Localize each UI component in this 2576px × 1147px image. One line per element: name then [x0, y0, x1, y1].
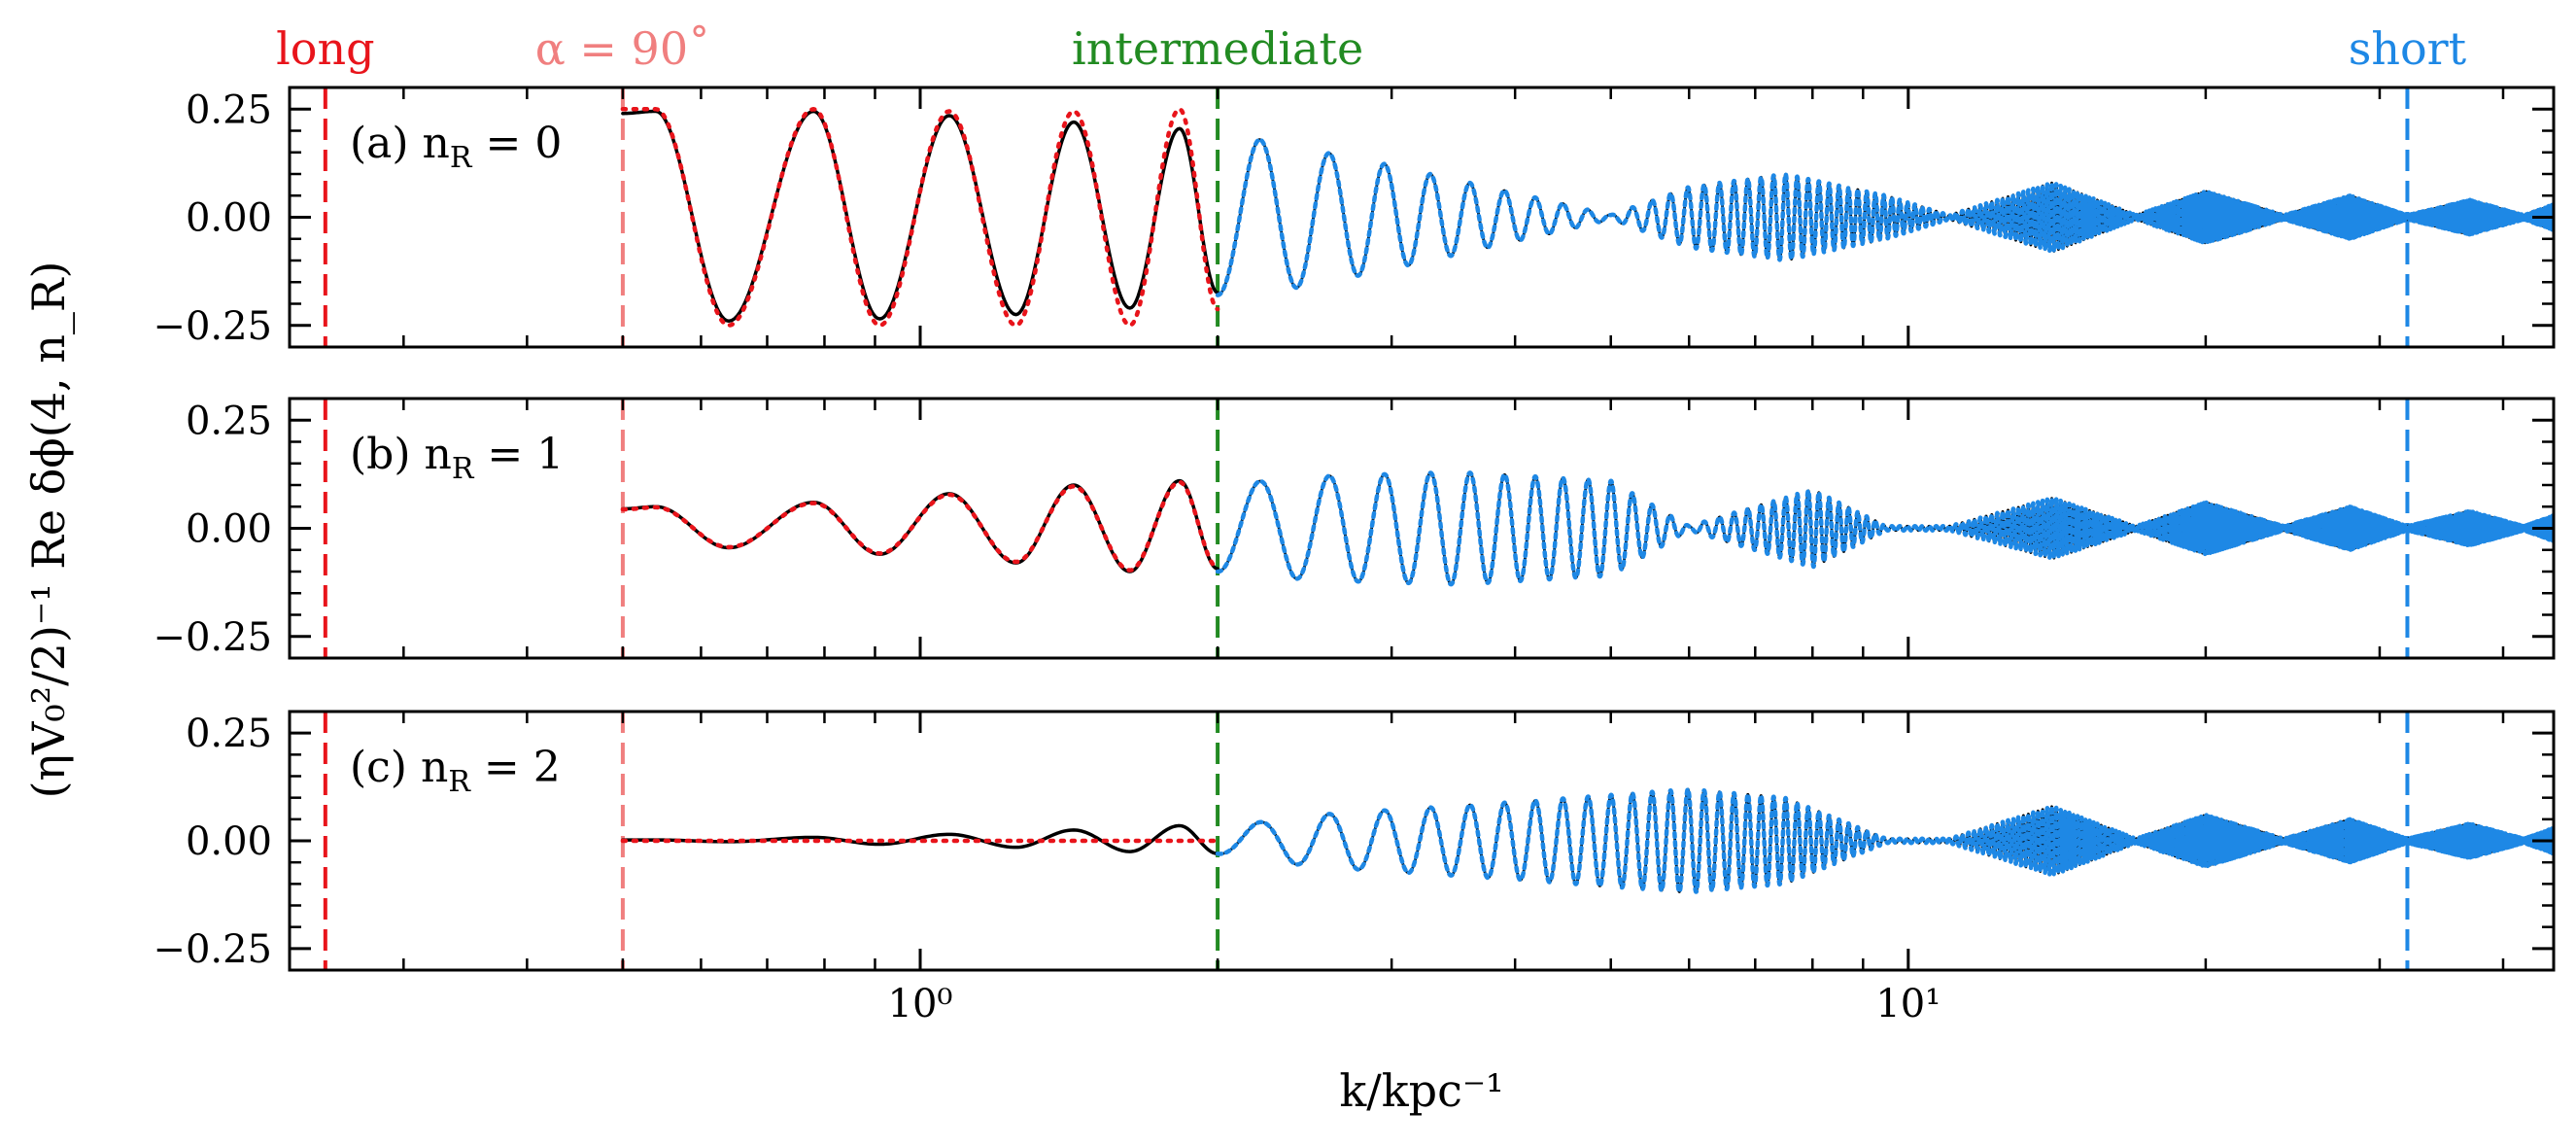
vline-label-2: intermediate — [1072, 22, 1363, 75]
panel-label-0: (a) nR = 0 — [350, 119, 562, 175]
vline-label-3: short — [2349, 22, 2467, 75]
panel-1-series-0 — [621, 478, 1219, 574]
ytick-label-2-1: 0.00 — [186, 819, 272, 864]
panel-1-series-1 — [620, 479, 1220, 573]
panel-0-series — [620, 107, 2554, 328]
xtick-label-0: 10⁰ — [888, 982, 953, 1026]
xtick-label-1: 10¹ — [1875, 982, 1941, 1026]
ytick-label-2-2: 0.25 — [186, 712, 272, 756]
panel-1-series-3 — [1215, 470, 2554, 587]
panel-2-series-3 — [1215, 786, 2554, 894]
x-axis-title: k/kpc⁻¹ — [1339, 1064, 1503, 1117]
panel-2-series-0 — [621, 823, 1219, 855]
vline-label-1: α = 90˚ — [535, 22, 710, 75]
ytick-label-1-0: −0.25 — [153, 615, 272, 660]
y-axis-title: (ηV₀²/2)⁻¹ Re δϕ(4, n_R) — [22, 261, 75, 799]
ytick-label-1-2: 0.25 — [186, 399, 272, 443]
panel-0-series-0 — [621, 109, 1219, 324]
curves-layer — [323, 87, 2554, 970]
vline-label-0: long — [276, 22, 374, 75]
ytick-label-0-0: −0.25 — [153, 304, 272, 349]
panel-0-series-1 — [620, 107, 1220, 328]
frames-layer — [288, 86, 2556, 972]
panel-label-1: (b) nR = 1 — [350, 430, 564, 486]
text-layer: long α = 90˚ intermediate short −0.25 0.00 0.2… — [22, 22, 2467, 1117]
panel-0-series-3 — [1215, 137, 2554, 297]
panel-label-2: (c) nR = 2 — [350, 743, 561, 799]
ytick-label-0-1: 0.00 — [186, 196, 272, 241]
ytick-label-0-2: 0.25 — [186, 87, 272, 132]
panel-2-series — [620, 786, 2554, 894]
panel-1-series — [620, 470, 2554, 587]
ytick-label-1-1: 0.00 — [186, 507, 272, 552]
ytick-label-2-0: −0.25 — [153, 927, 272, 972]
